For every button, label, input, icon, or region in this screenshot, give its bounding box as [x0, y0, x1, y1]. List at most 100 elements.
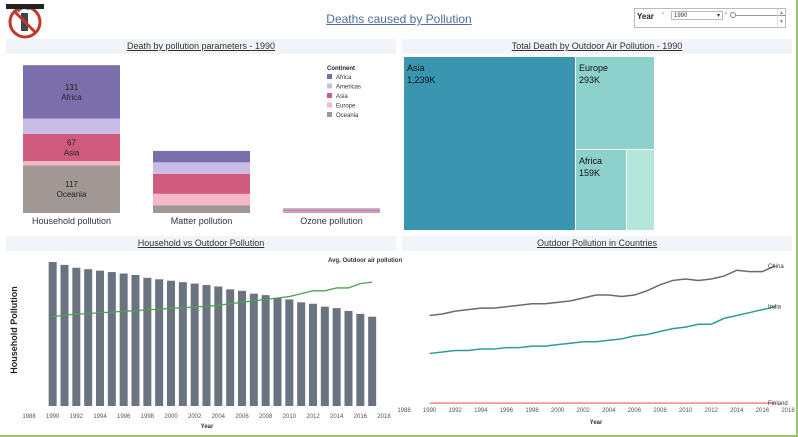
x-tick-label: 1988	[22, 414, 36, 420]
treemap-label-value: 1,239K	[407, 75, 436, 85]
household-bar	[107, 272, 116, 406]
year-prev-icon[interactable]: ‹	[662, 11, 664, 17]
bar-panel-title: Death by pollution parameters - 1990	[6, 39, 396, 54]
x-tick-label: 2006	[628, 408, 642, 414]
treemap-cell-africa	[576, 150, 626, 230]
x-tick-label: 2002	[188, 414, 202, 420]
x-tick-label: 1994	[93, 414, 107, 420]
bar-household-pollution-americas	[23, 118, 120, 134]
x-tick-label: 2008	[653, 408, 667, 414]
x-tick-label: 1996	[500, 408, 514, 414]
x-tick-label: 1992	[449, 408, 463, 414]
series-end-label: India	[768, 305, 782, 311]
household-bar	[320, 306, 329, 406]
x-tick-label: 2010	[679, 408, 693, 414]
year-next-icon[interactable]: ›	[725, 11, 727, 17]
chevron-down-icon: ▾	[716, 13, 720, 19]
x-tick-label: 2016	[756, 408, 770, 414]
legend-item: Americas	[336, 85, 361, 91]
x-axis-title: Year	[590, 420, 603, 426]
year-select[interactable]: 1990 ▾	[671, 11, 723, 20]
bar-household-pollution-europe	[23, 161, 120, 166]
x-tick-label: 2012	[306, 414, 320, 420]
filter-scrollbar[interactable]: ▲ ▼	[777, 9, 785, 27]
data-label-name: Oceania	[57, 190, 87, 199]
x-tick-label: 1994	[474, 408, 488, 414]
x-tick-label: 1990	[423, 408, 437, 414]
treemap-cell-other	[627, 150, 654, 230]
household-bar	[96, 270, 104, 406]
x-tick-label: 2006	[235, 414, 249, 420]
treemap-label-name: Africa	[579, 156, 602, 166]
bar-ozone-pollution-europe	[283, 211, 380, 213]
household-bar	[344, 310, 353, 406]
x-tick-label: 2018	[781, 408, 795, 414]
household-bar	[332, 308, 341, 406]
legend-title: Continent	[327, 66, 355, 72]
lines-panel-title: Outdoor Pollution in Countries	[402, 236, 792, 251]
year-filter[interactable]: Year ‹ 1990 ▾ › ▲ ▼	[634, 8, 786, 28]
bar-ozone-pollution-americas	[283, 209, 380, 211]
bar-ozone-pollution-oceania	[283, 212, 380, 213]
household-bar	[190, 283, 199, 406]
household-bar	[368, 316, 377, 406]
data-label-value: 67	[67, 138, 76, 147]
legend-swatch	[327, 83, 332, 89]
line-china	[429, 265, 776, 317]
x-tick-label: 1988	[397, 408, 411, 414]
legend-swatch	[327, 74, 332, 79]
household-bar	[167, 280, 175, 406]
x-tick-label: 1990	[46, 414, 60, 420]
category-label: Household pollution	[32, 216, 111, 226]
x-tick-label: 2014	[730, 408, 744, 414]
data-label-value: 117	[65, 180, 78, 189]
x-tick-label: 1992	[70, 414, 84, 420]
legend-swatch	[327, 112, 332, 117]
household-bar	[131, 274, 140, 406]
series-end-label: Finland	[768, 401, 788, 407]
household-bar	[60, 264, 69, 406]
x-tick-label: 1996	[117, 414, 131, 420]
x-tick-label: 2008	[259, 414, 273, 420]
combo-panel-title: Household vs Outdoor Pollution	[6, 236, 396, 251]
household-bar	[238, 290, 246, 406]
x-tick-label: 2016	[354, 414, 368, 420]
year-slider-track[interactable]	[731, 15, 786, 16]
treemap-cell-asia	[404, 57, 575, 230]
x-tick-label: 1998	[141, 414, 155, 420]
household-bar	[48, 262, 57, 406]
series-end-label: China	[768, 264, 784, 270]
household-bar	[119, 273, 128, 406]
bar-matter-pollution-americas	[153, 162, 250, 174]
x-axis-title: Year	[201, 424, 214, 430]
household-bar	[214, 286, 223, 406]
bar-ozone-pollution-asia	[283, 210, 380, 212]
treemap-label-value: 159K	[579, 168, 600, 178]
x-tick-label: 2004	[212, 414, 226, 420]
legend-swatch	[327, 93, 332, 98]
dashboard-title: Deaths caused by Pollution	[326, 12, 472, 26]
treemap-label-name: Asia	[407, 63, 425, 73]
x-tick-label: 2000	[551, 408, 565, 414]
household-bar	[297, 302, 306, 406]
household-bar	[273, 298, 282, 406]
x-tick-label: 2014	[330, 414, 344, 420]
x-tick-label: 2000	[164, 414, 178, 420]
bar-ozone-pollution-africa	[283, 208, 380, 210]
household-bar	[249, 293, 258, 406]
bar-matter-pollution-africa	[153, 150, 250, 163]
x-tick-label: 2018	[377, 414, 391, 420]
category-label: Ozone pollution	[300, 216, 363, 226]
line-series-label: Avg. Outdoor air pollution	[328, 258, 402, 264]
household-bar	[143, 277, 152, 406]
household-bar	[226, 289, 235, 406]
treemap-label-value: 293K	[579, 75, 600, 85]
legend-item: Oceania	[336, 113, 359, 119]
x-tick-label: 2004	[602, 408, 616, 414]
outdoor-line	[52, 281, 373, 318]
legend-swatch	[327, 102, 332, 108]
data-label-value: 131	[65, 83, 79, 92]
year-slider-thumb[interactable]	[730, 12, 736, 18]
